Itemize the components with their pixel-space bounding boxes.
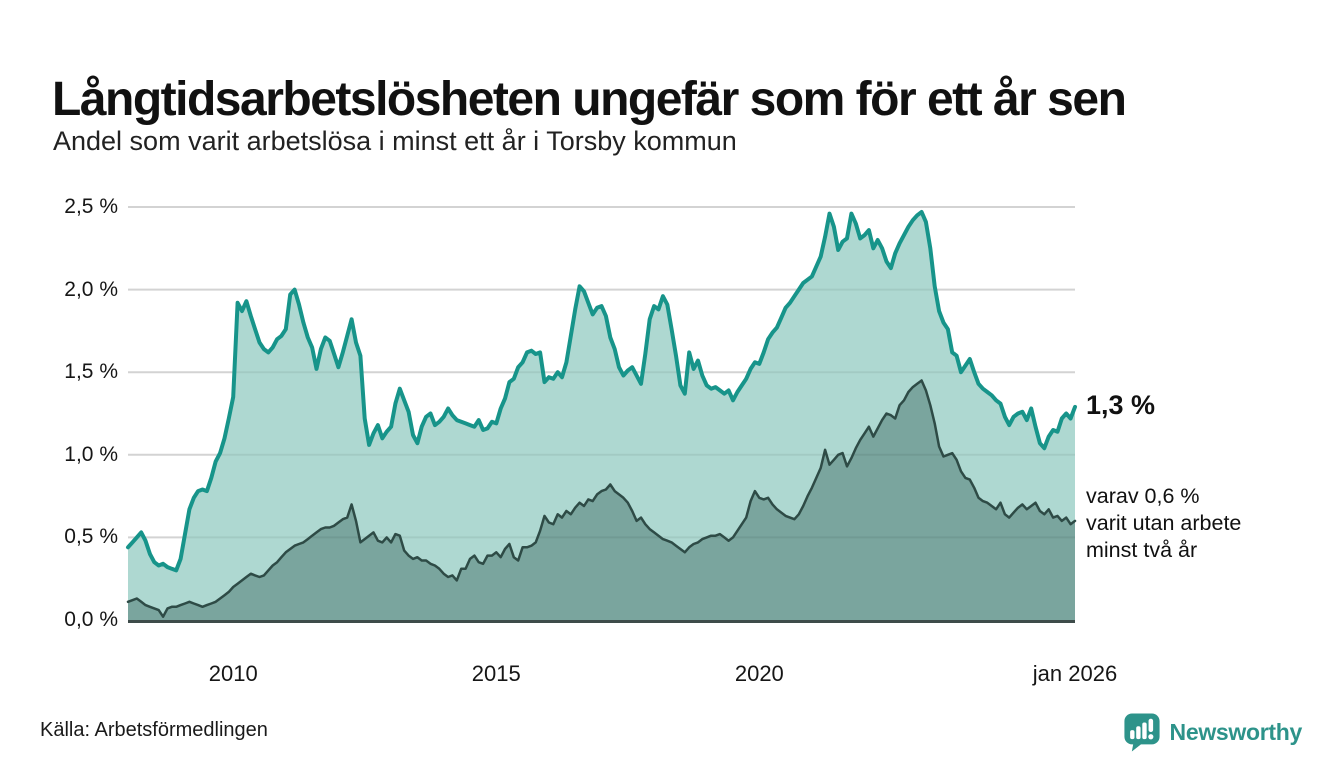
annotation-line-1: varav 0,6 % (1086, 483, 1200, 508)
x-tick-label: 2020 (734, 661, 784, 686)
y-tick-label: 2,0 % (64, 277, 118, 301)
y-tick-label: 2,5 % (64, 195, 118, 218)
y-tick-label: 0,0 % (64, 608, 118, 631)
secondary-value-annotation: varav 0,6 % varit utan arbete minst två … (1086, 483, 1241, 564)
annotation-line-3: minst två år (1086, 537, 1198, 562)
newsworthy-wordmark: Newsworthy (1169, 718, 1303, 745)
x-tick-label: jan 2026 (1032, 661, 1118, 686)
x-tick-label: 2010 (208, 661, 258, 686)
annotation-line-2: varit utan arbete (1086, 510, 1242, 535)
y-tick-label: 1,5 % (64, 360, 118, 384)
x-tick-label: 2015 (471, 661, 521, 686)
source-caption: Källa: Arbetsförmedlingen (40, 719, 268, 741)
latest-value-label: 1,3 % (1086, 389, 1156, 420)
newsworthy-logo: Newsworthy (1123, 712, 1302, 752)
y-tick-label: 1,0 % (64, 442, 118, 466)
newsworthy-bubble-icon (1123, 713, 1160, 752)
page-title: Långtidsarbetslösheten ungefär som för e… (52, 73, 1127, 127)
chart-subtitle: Andel som varit arbetslösa i minst ett å… (53, 126, 737, 156)
y-tick-label: 0,5 % (64, 525, 118, 549)
